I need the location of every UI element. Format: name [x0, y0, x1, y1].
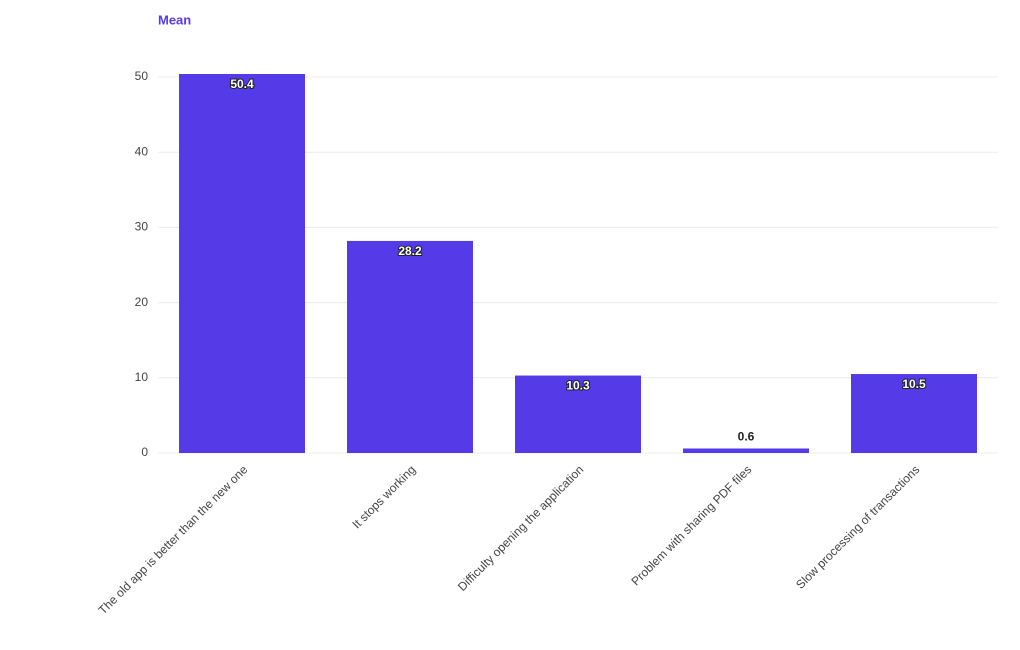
- y-tick-label: 30: [135, 220, 149, 234]
- bar: [851, 374, 977, 453]
- y-tick-label: 10: [135, 370, 149, 384]
- value-label: 0.6: [738, 430, 755, 444]
- value-label: 50.4: [230, 77, 254, 91]
- value-label: 28.2: [398, 244, 422, 258]
- y-tick-label: 20: [135, 295, 149, 309]
- bar: [683, 448, 809, 453]
- x-tick-label: It stops working: [350, 462, 419, 531]
- y-tick-label: 0: [141, 445, 148, 459]
- bar: [179, 73, 305, 453]
- bar: [515, 375, 641, 453]
- value-label: 10.3: [566, 379, 590, 393]
- y-tick-label: 40: [135, 144, 149, 158]
- x-tick-label: Slow processing of transactions: [793, 462, 922, 591]
- x-tick-label: Problem with sharing PDF files: [628, 462, 754, 588]
- legend-label: Mean: [158, 12, 191, 27]
- bar: [347, 240, 473, 453]
- x-tick-label: The old app is better than the new one: [96, 462, 251, 617]
- y-tick-label: 50: [135, 69, 149, 83]
- x-tick-label: Difficulty opening the application: [455, 462, 586, 593]
- value-label: 10.5: [902, 377, 926, 391]
